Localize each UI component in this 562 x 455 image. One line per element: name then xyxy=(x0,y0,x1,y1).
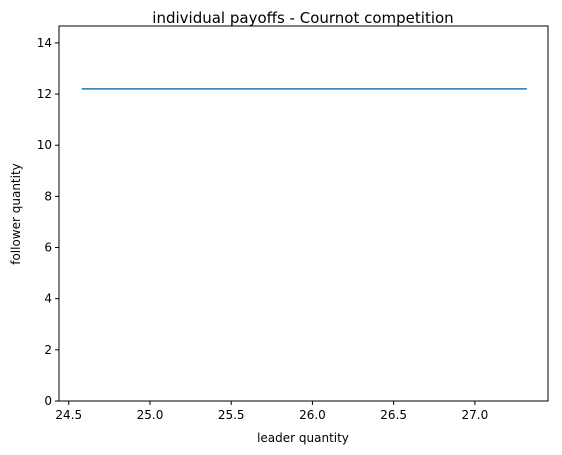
x-tick-label: 24.5 xyxy=(55,408,82,422)
y-tick-label: 12 xyxy=(37,87,52,101)
x-tick-label: 25.0 xyxy=(137,408,164,422)
y-axis: 0 2 4 6 8 10 12 14 xyxy=(37,36,59,408)
y-tick-label: 8 xyxy=(44,189,52,203)
y-tick-label: 2 xyxy=(44,343,52,357)
x-tick-label: 27.0 xyxy=(462,408,489,422)
y-tick-label: 6 xyxy=(44,241,52,255)
y-axis-label: follower quantity xyxy=(9,163,23,265)
x-tick-label: 25.5 xyxy=(218,408,245,422)
chart-title: individual payoffs - Cournot competition xyxy=(152,9,453,27)
x-tick-label: 26.5 xyxy=(380,408,407,422)
y-tick-label: 0 xyxy=(44,394,52,408)
x-tick-label: 26.0 xyxy=(299,408,326,422)
y-tick-label: 4 xyxy=(44,292,52,306)
axes-frame xyxy=(58,25,549,402)
x-axis-label: leader quantity xyxy=(257,431,349,445)
x-axis: 24.5 25.0 25.5 26.0 26.5 27.0 xyxy=(55,401,488,422)
y-tick-label: 10 xyxy=(37,138,52,152)
y-tick-label: 14 xyxy=(37,36,52,50)
